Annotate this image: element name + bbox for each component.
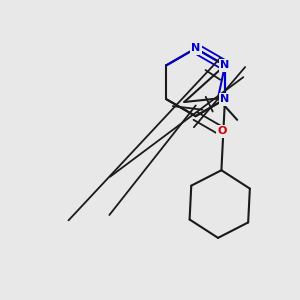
Text: O: O: [217, 126, 227, 136]
Text: N: N: [220, 94, 230, 104]
Text: N: N: [220, 60, 230, 70]
Text: N: N: [191, 44, 200, 53]
